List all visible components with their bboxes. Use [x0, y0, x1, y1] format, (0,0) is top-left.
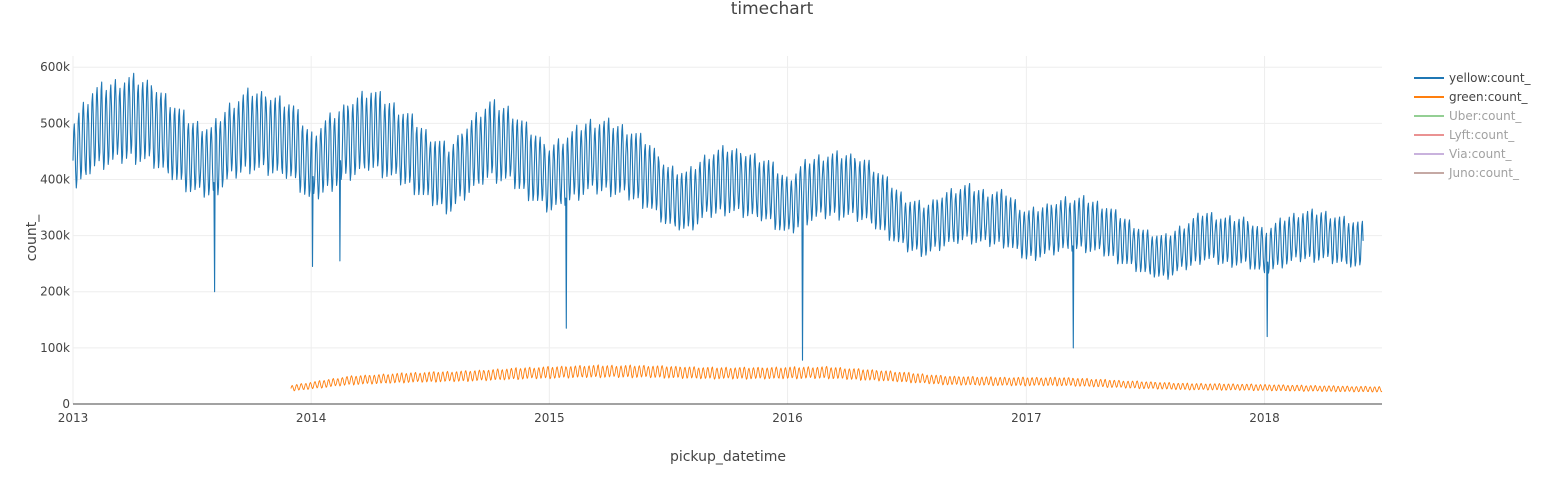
- legend-item-lyft[interactable]: Lyft:count_: [1414, 128, 1515, 142]
- y-tick-label: 200k: [40, 285, 70, 299]
- y-tick-label: 400k: [40, 172, 70, 186]
- y-tick-label: 300k: [40, 229, 70, 243]
- y-tick-label: 100k: [40, 341, 70, 355]
- legend-item-green[interactable]: green:count_: [1414, 90, 1529, 104]
- legend-item-via[interactable]: Via:count_: [1414, 147, 1513, 161]
- y-axis-title: count_: [24, 214, 40, 261]
- legend-label: Uber:count_: [1449, 109, 1522, 123]
- x-tick-label: 2018: [1249, 411, 1280, 425]
- x-axis-ticks: 2013 2014 2015 2016 2017 2018: [58, 411, 1280, 425]
- x-tick-label: 2016: [772, 411, 803, 425]
- legend-label: green:count_: [1449, 90, 1529, 104]
- legend-item-juno[interactable]: Juno:count_: [1414, 166, 1520, 180]
- legend-label: yellow:count_: [1449, 71, 1532, 85]
- legend-label: Lyft:count_: [1449, 128, 1515, 142]
- grid: [72, 56, 1382, 404]
- x-tick-label: 2014: [296, 411, 327, 425]
- series-line-yellow[interactable]: [72, 72, 1364, 361]
- legend-item-yellow[interactable]: yellow:count_: [1414, 71, 1532, 85]
- series-line-green[interactable]: [290, 364, 1383, 393]
- y-tick-label: 500k: [40, 116, 70, 130]
- y-tick-label: 600k: [40, 60, 70, 74]
- y-tick-label: 0: [62, 397, 70, 411]
- legend-item-uber[interactable]: Uber:count_: [1414, 109, 1522, 123]
- x-tick-label: 2017: [1011, 411, 1042, 425]
- y-axis-ticks: 0 100k 200k 300k 400k 500k 600k: [40, 60, 70, 411]
- legend-label: Juno:count_: [1448, 166, 1520, 180]
- chart-title: timechart: [731, 0, 814, 19]
- x-tick-label: 2015: [534, 411, 565, 425]
- x-axis-title: pickup_datetime: [670, 449, 786, 465]
- legend-label: Via:count_: [1449, 147, 1513, 161]
- plot-area[interactable]: [72, 72, 1383, 393]
- legend: yellow:count_ green:count_ Uber:count_ Lyft…: [1414, 71, 1532, 180]
- x-tick-label: 2013: [58, 411, 89, 425]
